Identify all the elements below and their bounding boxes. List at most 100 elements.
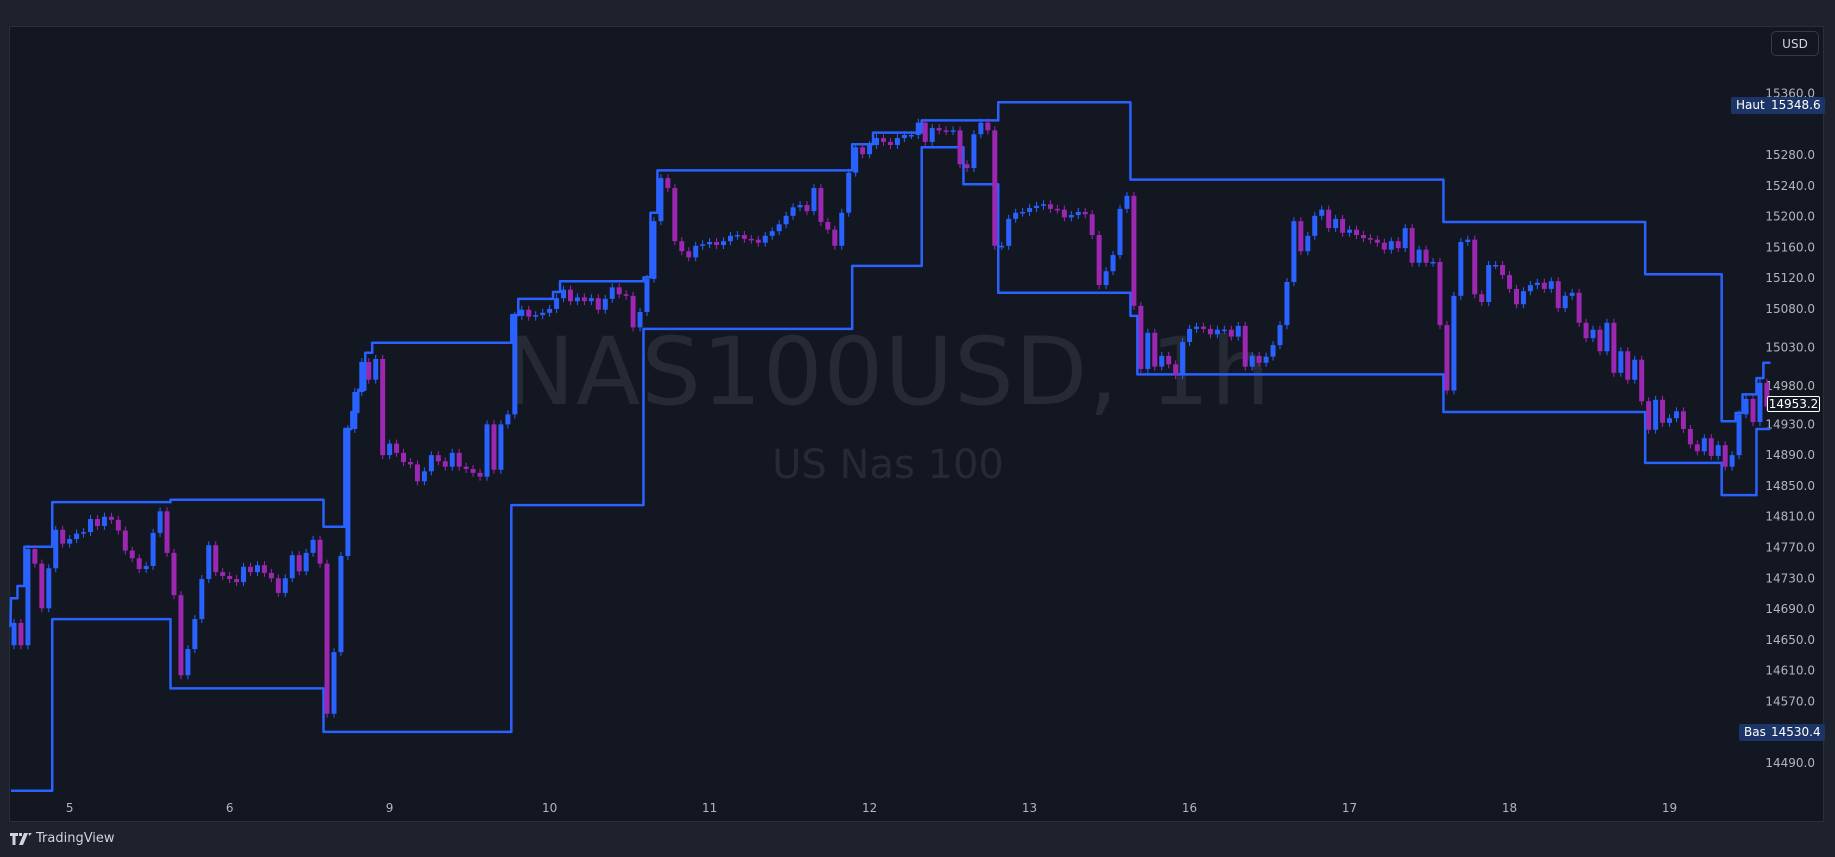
candle — [1562, 291, 1568, 313]
candle — [1507, 271, 1513, 293]
currency-button[interactable]: USD — [1771, 31, 1819, 56]
candle — [401, 448, 407, 467]
candle-body — [915, 122, 921, 135]
candle — [999, 241, 1005, 250]
candle — [1381, 238, 1387, 254]
candle — [282, 574, 288, 597]
candle-body — [1061, 209, 1067, 218]
candle-body — [519, 309, 525, 316]
candle — [1576, 288, 1582, 327]
candle — [150, 528, 156, 570]
candle-body — [380, 358, 386, 456]
candle — [1354, 225, 1360, 240]
candle-body — [254, 565, 260, 573]
candle-body — [1715, 445, 1721, 456]
candle — [1131, 191, 1137, 310]
candle-body — [1416, 249, 1422, 263]
candle-body — [1611, 322, 1617, 373]
time-tick-label: 9 — [386, 801, 394, 815]
candle-body — [804, 205, 810, 212]
candle-body — [1430, 261, 1436, 264]
candle-body — [1340, 218, 1346, 233]
candle — [213, 541, 219, 577]
price-tick-label: 15200.0 — [1765, 210, 1815, 224]
candle-body — [554, 298, 560, 309]
candle — [498, 420, 504, 474]
candle-body — [373, 358, 379, 380]
candle-body — [359, 362, 365, 393]
candle-body — [449, 452, 455, 467]
candle — [185, 645, 191, 680]
candle — [651, 217, 657, 283]
candle-body — [185, 649, 191, 676]
candle-body — [623, 294, 629, 296]
candle-body — [602, 298, 608, 310]
candle — [324, 559, 330, 718]
candle — [477, 468, 483, 481]
channel-upper-line — [9, 100, 1771, 628]
candle-body — [1604, 322, 1610, 352]
candle — [1124, 191, 1130, 213]
candle-body — [60, 529, 66, 544]
candle-body — [1020, 211, 1026, 214]
high-tag-label: Haut — [1731, 97, 1770, 114]
candle-body — [338, 555, 344, 653]
price-tick-label: 14930.0 — [1765, 417, 1815, 431]
candle-body — [943, 130, 949, 132]
candle-body — [1618, 351, 1624, 373]
candle-body — [672, 188, 678, 242]
candle-body — [1256, 355, 1262, 363]
candle-body — [714, 241, 720, 246]
candle — [811, 184, 817, 216]
price-tick-label: 14570.0 — [1765, 694, 1815, 708]
candle-body — [874, 138, 880, 145]
candle-body — [366, 362, 372, 380]
candle — [94, 515, 100, 530]
candle-body — [310, 539, 316, 553]
time-axis[interactable]: 5 6 9 10 11 12 13 16 17 18 19 — [66, 801, 1677, 815]
candle — [762, 231, 768, 247]
candle-body — [25, 549, 31, 646]
candle — [421, 467, 427, 486]
candle-body — [665, 178, 671, 189]
candle — [1513, 284, 1519, 309]
low-tag-value: 14530.4 — [1767, 724, 1825, 741]
candle — [1673, 407, 1679, 423]
candle — [484, 420, 490, 481]
candle-body — [1757, 382, 1763, 423]
candle-body — [1381, 242, 1387, 250]
candle-body — [1187, 328, 1193, 343]
candle — [115, 515, 121, 535]
price-tick-label: 14850.0 — [1765, 479, 1815, 493]
candle — [1256, 351, 1262, 367]
candle-body — [734, 235, 740, 237]
candle — [727, 231, 733, 246]
candle-body — [867, 144, 873, 155]
candle — [1082, 207, 1088, 219]
candle-body — [282, 578, 288, 593]
tradingview-logo[interactable]: TradingView — [10, 831, 115, 846]
candle-body — [1486, 265, 1492, 302]
candle — [1520, 287, 1526, 309]
candle — [491, 420, 497, 474]
candle-body — [1034, 205, 1040, 209]
candle-body — [595, 298, 601, 310]
candle — [540, 308, 546, 320]
candle-body — [693, 245, 699, 258]
candle-body — [721, 241, 727, 246]
candle — [1145, 328, 1151, 373]
candle — [832, 225, 838, 250]
candle — [206, 541, 212, 584]
candle-body — [81, 532, 87, 534]
candle — [1569, 288, 1575, 300]
candle-body — [644, 278, 650, 312]
candle-body — [1555, 281, 1561, 309]
brand-name: TradingView — [36, 831, 115, 846]
candle-body — [853, 147, 859, 173]
candle — [957, 126, 963, 169]
price-axis[interactable]: 15360.0 15280.0 15240.0 15200.0 15160.0 15120… — [1765, 86, 1815, 770]
candle-body — [609, 287, 615, 299]
candle-body — [1305, 235, 1311, 252]
time-tick-label: 19 — [1662, 801, 1677, 815]
